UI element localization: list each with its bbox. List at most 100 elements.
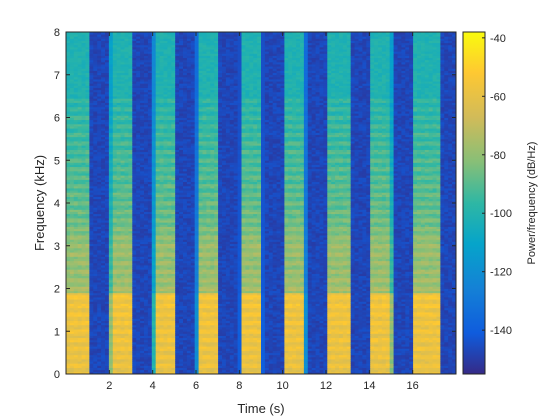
heat-cell [81,346,86,349]
heat-cell [108,254,114,257]
heat-cell [147,100,153,103]
heat-cell [186,333,192,336]
heat-cell [167,269,172,272]
heat-cell [151,367,157,371]
heat-cell [69,74,75,78]
heat-cell [85,316,90,319]
heat-cell [144,324,149,328]
plot-area [65,31,457,375]
heat-cell [69,170,75,174]
heat-cell [175,170,180,174]
heat-cell [101,132,106,135]
heat-cell [120,173,125,176]
heat-cell [163,286,168,289]
heat-cell [101,64,106,67]
heat-cell [89,269,94,272]
heat-cell [144,359,149,362]
heat-cell [97,91,102,95]
heat-cell [147,177,153,180]
heat-cell [108,250,114,253]
heat-cell [128,64,133,67]
heat-cell [163,277,168,281]
heat-cell [73,59,79,63]
heat-cell [85,76,90,80]
heat-cell [97,96,102,99]
heat-cell [132,38,137,41]
heat-cell [116,40,121,44]
heat-cell [132,194,137,197]
heat-cell [112,117,118,121]
heat-cell [116,74,121,78]
heat-cell [89,258,94,262]
heat-cell [179,318,184,321]
heat-cell [136,275,141,279]
heat-cell [128,149,133,153]
heat-cell [163,361,168,364]
heat-cell [179,53,184,56]
heat-cell [105,245,110,249]
heat-cell [163,89,168,93]
heat-cell [85,113,90,116]
heat-cell [136,70,141,74]
heat-cell [124,198,129,202]
heat-cell [108,224,114,227]
heat-cell [66,356,71,360]
heat-cell [167,132,172,135]
heat-cell [140,350,145,354]
heat-cell [81,175,86,178]
heat-cell [151,203,157,206]
heat-cell [85,224,90,227]
heat-cell [120,326,125,330]
heat-cell [77,258,82,262]
heat-cell [151,91,157,95]
heat-cell [147,241,153,245]
heat-cell [97,220,102,223]
heat-cell [144,256,149,259]
heat-cell [105,166,110,170]
heat-cell [112,136,118,140]
heat-cell [155,128,160,131]
heat-cell [163,128,168,131]
heat-cell [163,326,168,330]
heat-cell [105,106,110,110]
heat-cell [120,145,125,148]
heat-cell [132,312,137,315]
heat-cell [140,70,145,74]
heat-cell [97,168,102,172]
heat-cell [147,147,153,150]
heat-cell [175,220,180,223]
heat-cell [155,46,160,50]
heat-cell [97,198,102,202]
heat-cell [140,160,145,163]
heat-cell [132,224,137,227]
heat-cell [183,149,188,153]
heat-cell [97,138,102,142]
heat-cell [179,42,184,46]
heat-cell [159,341,164,345]
heat-cell [101,367,106,371]
heat-cell [101,153,106,157]
heat-cell [69,316,75,319]
heat-cell [69,282,75,285]
heat-cell [124,294,129,298]
heat-cell [175,243,180,247]
heat-cell [136,89,141,93]
heat-cell [132,284,137,287]
heat-cell [116,262,121,266]
heat-cell [112,170,118,174]
heat-cell [69,339,75,343]
heat-cell [183,145,188,148]
heat-cell [175,188,180,191]
heat-cell [89,198,94,202]
heat-cell [105,61,110,65]
heat-cell [175,160,180,163]
heat-cell [155,119,160,123]
heat-cell [167,222,172,225]
heat-cell [132,369,137,373]
heat-cell [69,361,75,364]
heat-cell [144,104,149,108]
heat-cell [89,106,94,110]
heat-cell [179,247,184,251]
heat-cell [112,277,118,281]
heat-cell [128,322,133,326]
